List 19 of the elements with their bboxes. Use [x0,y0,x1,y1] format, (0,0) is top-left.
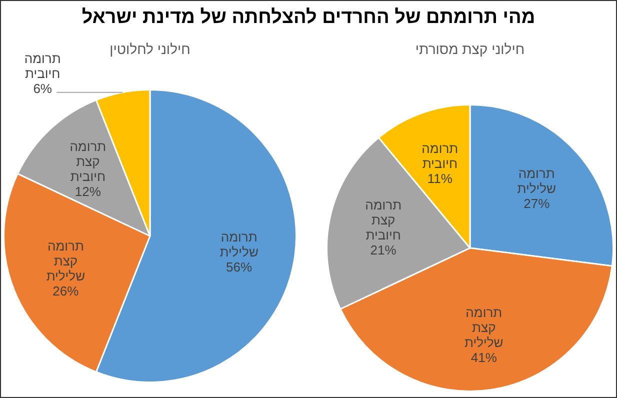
data-label: 56% [226,260,253,275]
data-label: 26% [52,283,80,298]
slice-label: תרומה קצת חיובית [365,198,402,243]
chart-title: מהי תרומתם של החרדים להצלחתה של מדינת ישראל [80,7,536,29]
data-label: 11% [427,171,453,186]
slice-label: תרומה קצת שלילית [464,304,504,350]
slice-label: תרומה קצת שלילית [46,238,86,284]
slice-label: תרומה שלילית [517,166,556,196]
slice-label: תרומה חיובית [422,141,458,172]
data-label: 6% [33,80,52,96]
data-label: 21% [370,242,397,258]
chart-subtitle: חילוני קצת מסורתי [414,41,526,57]
chart-subtitle: חילוני לחלוטין [110,41,190,57]
slice-label: תרומה שלילית [220,230,258,260]
slice-label: תרומה חיובית [24,50,61,81]
data-label: 27% [524,196,550,211]
data-label: 41% [470,350,498,365]
slice-label: תרומה קצת חיובית [70,138,106,184]
data-label: 12% [74,184,102,199]
